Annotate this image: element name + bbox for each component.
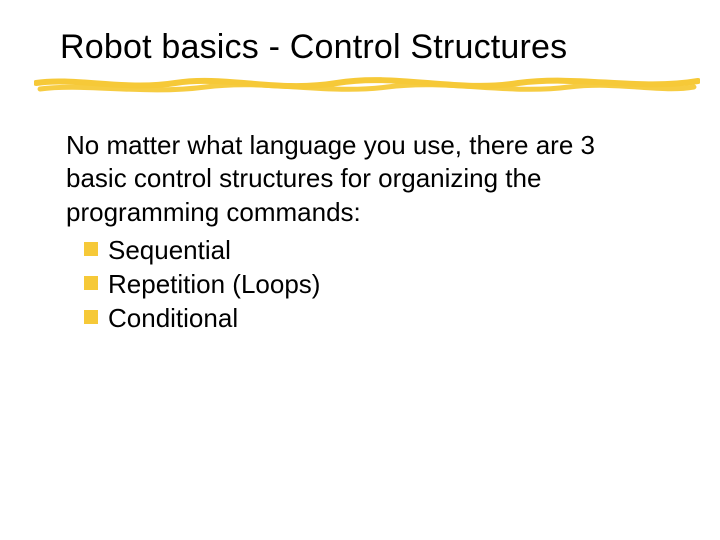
bullet-label: Conditional bbox=[108, 303, 238, 333]
list-item: Sequential bbox=[84, 233, 650, 267]
bullet-label: Repetition (Loops) bbox=[108, 269, 320, 299]
intro-text: No matter what language you use, there a… bbox=[66, 129, 650, 229]
body-area: No matter what language you use, there a… bbox=[60, 129, 660, 336]
list-item: Conditional bbox=[84, 301, 650, 335]
title-underline bbox=[34, 73, 700, 97]
bullet-label: Sequential bbox=[108, 235, 231, 265]
slide-title: Robot basics - Control Structures bbox=[60, 28, 660, 67]
list-item: Repetition (Loops) bbox=[84, 267, 650, 301]
slide: Robot basics - Control Structures No mat… bbox=[0, 0, 720, 540]
bullet-list: Sequential Repetition (Loops) Conditiona… bbox=[66, 233, 650, 336]
